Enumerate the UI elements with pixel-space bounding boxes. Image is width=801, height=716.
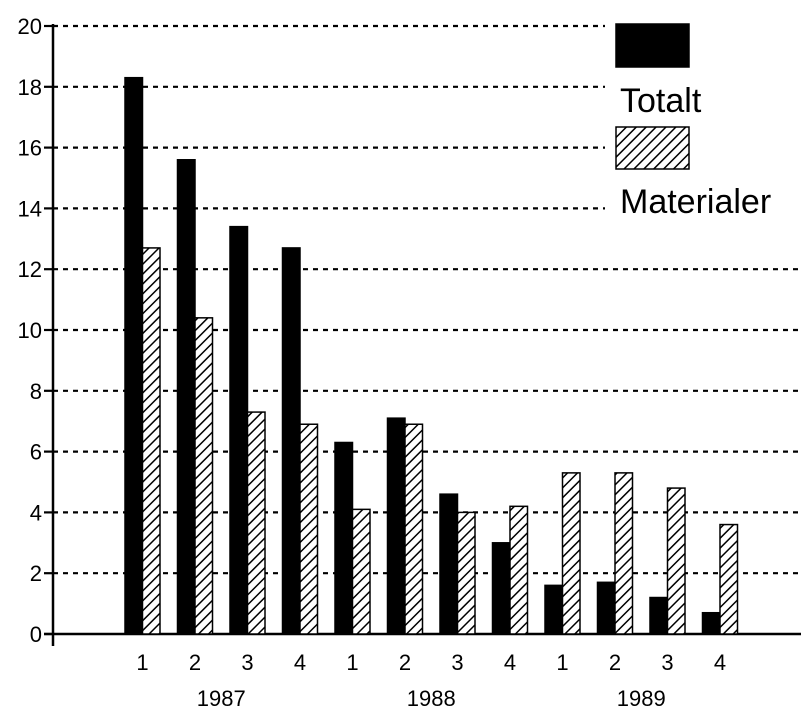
bar-totalt [701, 611, 721, 635]
bar-materialer [141, 247, 161, 635]
x-group-label: 1988 [407, 686, 456, 711]
bar-totalt [491, 542, 511, 635]
bar-materialer [404, 423, 424, 635]
x-tick-label: 2 [609, 650, 621, 675]
x-tick-label: 4 [294, 650, 306, 675]
x-tick-label: 1 [136, 650, 148, 675]
y-tick-label: 12 [18, 257, 42, 282]
bar-materialer [299, 423, 319, 635]
bar-materialer [719, 523, 739, 635]
bar-materialer [509, 505, 529, 635]
y-tick-label: 16 [18, 136, 42, 161]
bar-materialer [561, 472, 581, 635]
x-tick-label: 1 [346, 650, 358, 675]
x-tick-label: 3 [661, 650, 673, 675]
legend-swatch-materialer [615, 126, 690, 170]
bar-totalt [544, 584, 564, 635]
x-tick-label: 4 [714, 650, 726, 675]
bar-materialer [614, 472, 634, 635]
y-tick-label: 8 [30, 379, 42, 404]
bar-materialer [456, 511, 476, 635]
bars [124, 76, 739, 635]
y-tick-label: 0 [30, 622, 42, 647]
x-group-label: 1987 [197, 686, 246, 711]
bar-materialer [194, 317, 214, 635]
x-tick-label: 4 [504, 650, 516, 675]
y-tick-label: 14 [18, 196, 42, 221]
bar-materialer [351, 508, 371, 635]
x-group-label: 1989 [617, 686, 666, 711]
y-tick-label: 6 [30, 440, 42, 465]
bar-totalt [281, 247, 301, 635]
bar-totalt [334, 441, 354, 635]
x-tick-label: 1 [556, 650, 568, 675]
bar-totalt [124, 76, 144, 635]
bar-materialer [666, 487, 686, 635]
bar-materialer [246, 411, 266, 635]
x-tick-label: 2 [399, 650, 411, 675]
legend: Totalt Materialer [605, 16, 801, 226]
bar-totalt [229, 225, 249, 635]
x-tick-label: 2 [189, 650, 201, 675]
bar-totalt [649, 596, 669, 635]
bar-totalt [439, 493, 459, 635]
y-tick-label: 18 [18, 75, 42, 100]
legend-label-materialer: Materialer [620, 183, 771, 221]
y-tick-label: 4 [30, 500, 42, 525]
x-tick-label: 3 [451, 650, 463, 675]
y-tick-label: 2 [30, 561, 42, 586]
x-tick-label: 3 [241, 650, 253, 675]
bar-totalt [176, 159, 196, 635]
legend-swatch-totalt [615, 23, 690, 68]
bar-totalt [596, 581, 616, 635]
bar-totalt [386, 417, 406, 635]
y-tick-label: 10 [18, 318, 42, 343]
legend-label-totalt: Totalt [620, 82, 702, 120]
y-tick-label: 20 [18, 14, 42, 39]
